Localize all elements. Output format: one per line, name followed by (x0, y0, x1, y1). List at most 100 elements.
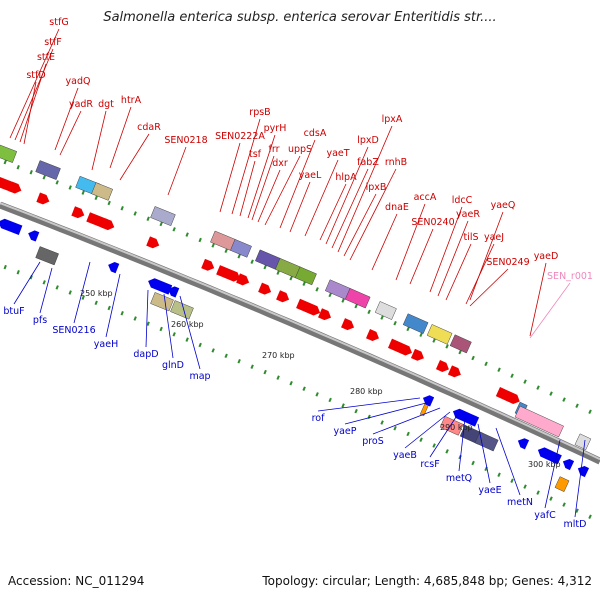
coverage-dot (549, 391, 553, 396)
forward-gene-leader-line (219, 142, 241, 213)
forward-gene-leader-line (343, 193, 377, 257)
reverse-gene-arrow (0, 218, 23, 235)
forward-gene-leader-line (54, 87, 79, 151)
forward-gene-leader-line (437, 220, 469, 297)
coverage-dot (16, 165, 20, 170)
coverage-dot (510, 478, 514, 483)
coverage-dot (81, 190, 85, 195)
coverage-dot (133, 211, 137, 216)
forward-gene-leader-line (319, 183, 347, 241)
reverse-gene-arrow (467, 415, 480, 427)
coverage-dot (224, 353, 228, 359)
forward-gene-label-lpxa: lpxA (382, 114, 403, 125)
scale-tick-label: 300 kbp (528, 460, 561, 469)
coverage-dot (146, 216, 150, 221)
forward-gene-leader-line (429, 206, 463, 293)
coverage-dot (354, 408, 358, 414)
coverage-dot (536, 490, 540, 495)
coverage-dot (406, 326, 410, 332)
forward-gene-leader-line (247, 134, 276, 219)
coverage-dot (471, 355, 475, 361)
coverage-dot (445, 344, 449, 349)
reverse-gene-leader-line (404, 411, 451, 449)
feature-boxes (0, 144, 592, 492)
reverse-gene-leader-line (13, 261, 41, 305)
scale-tick-label: 270 kbp (262, 351, 295, 360)
coverage-dot (16, 270, 20, 275)
reverse-gene-label-glnd: glnD (162, 360, 184, 371)
coverage-dot (29, 275, 33, 280)
forward-gene-label-rpsb: rpsB (249, 107, 270, 118)
forward-gene-label-ldcc: ldcC (452, 195, 473, 206)
coverage-dot (107, 200, 111, 206)
forward-gene-label-pyrh: pyrH (264, 123, 287, 134)
forward-gene-leader-line (337, 125, 393, 253)
coverage-dot (211, 348, 215, 353)
feature-box (344, 288, 371, 309)
coverage-dot (354, 303, 358, 309)
forward-gene-label-yaed: yaeD (534, 251, 559, 262)
forward-gene-leader-line (304, 159, 339, 237)
coverage-dot (380, 315, 384, 320)
reverse-gene-label-pfs: pfs (33, 315, 47, 326)
forward-gene-leader-line (59, 110, 82, 156)
reverse-gene-leader-line (372, 407, 441, 435)
reverse-gene-leader-line (73, 261, 91, 324)
forward-gene-label-yadq: yadQ (66, 76, 91, 87)
coverage-dot (263, 264, 267, 270)
coverage-dot (393, 321, 397, 326)
coverage-dot (276, 375, 280, 380)
backbone-line (0, 201, 600, 465)
reverse-gene-arrow (168, 286, 180, 298)
backbone-highlight (0, 202, 600, 461)
forward-gene-label-frr: frr (269, 144, 280, 155)
coverage-dot (562, 502, 566, 507)
forward-gene-label-upps: uppS (288, 144, 312, 155)
coverage-dot (146, 321, 150, 326)
reverse-gene-label-yaee: yaeE (478, 485, 501, 496)
forward-gene-label-stfd: stfD (26, 70, 45, 81)
reverse-gene-label-map: map (189, 371, 210, 382)
rna-gene-leader-line (529, 282, 571, 339)
scale-ticks: 250 kbp 260 kbp 270 kbp 280 kbp 290 kbp 300 k… (80, 289, 561, 469)
reverse-gene-label-sen0216: SEN0216 (52, 325, 95, 336)
forward-gene-arrow (318, 308, 332, 321)
rna-gene-label-sen_r001: SEN_r001 (547, 271, 593, 282)
reverse-gene-leader-line (495, 427, 521, 496)
feature-box (35, 160, 61, 180)
coverage-dot (497, 472, 501, 477)
forward-gene-leader-line (264, 155, 301, 226)
coverage-dot (419, 437, 423, 442)
forward-gene-arrow (410, 348, 424, 361)
feature-box (514, 405, 564, 438)
forward-gene-label-yadr: yadR (69, 99, 93, 110)
coverage-dot (94, 300, 98, 306)
gene-arrows (0, 177, 590, 478)
reverse-gene-arrow (148, 278, 173, 295)
reverse-gene-leader-line (39, 267, 53, 314)
reverse-gene-arrow (108, 262, 120, 274)
coverage-dot (432, 443, 436, 448)
forward-gene-leader-line (251, 155, 275, 221)
forward-gene-arrow (296, 298, 321, 316)
forward-gene-leader-line (119, 133, 150, 181)
forward-gene-arrow (365, 329, 379, 341)
coverage-dots (3, 159, 592, 519)
forward-gene-label-tils: tilS (463, 232, 478, 243)
forward-gene-label-cdsa: cdsA (304, 128, 327, 139)
reverse-gene-label-mltd: mltD (564, 519, 587, 530)
coverage-dot (276, 270, 280, 275)
reverse-gene-leader-line (458, 417, 466, 472)
coverage-dot (523, 484, 527, 489)
forward-gene-arrow (236, 273, 250, 286)
feature-box (374, 301, 397, 320)
forward-gene-leader-line (91, 110, 107, 171)
forward-gene-leader-line (257, 169, 281, 223)
forward-gene-leader-line (465, 243, 495, 305)
forward-gene-label-fabz: fabZ (357, 157, 379, 168)
forward-gene-label-sen0222a: SEN0222A (215, 131, 265, 142)
coverage-dot (42, 280, 46, 285)
forward-gene-arrow (276, 290, 290, 303)
forward-gene-label-acca: accA (414, 192, 437, 203)
